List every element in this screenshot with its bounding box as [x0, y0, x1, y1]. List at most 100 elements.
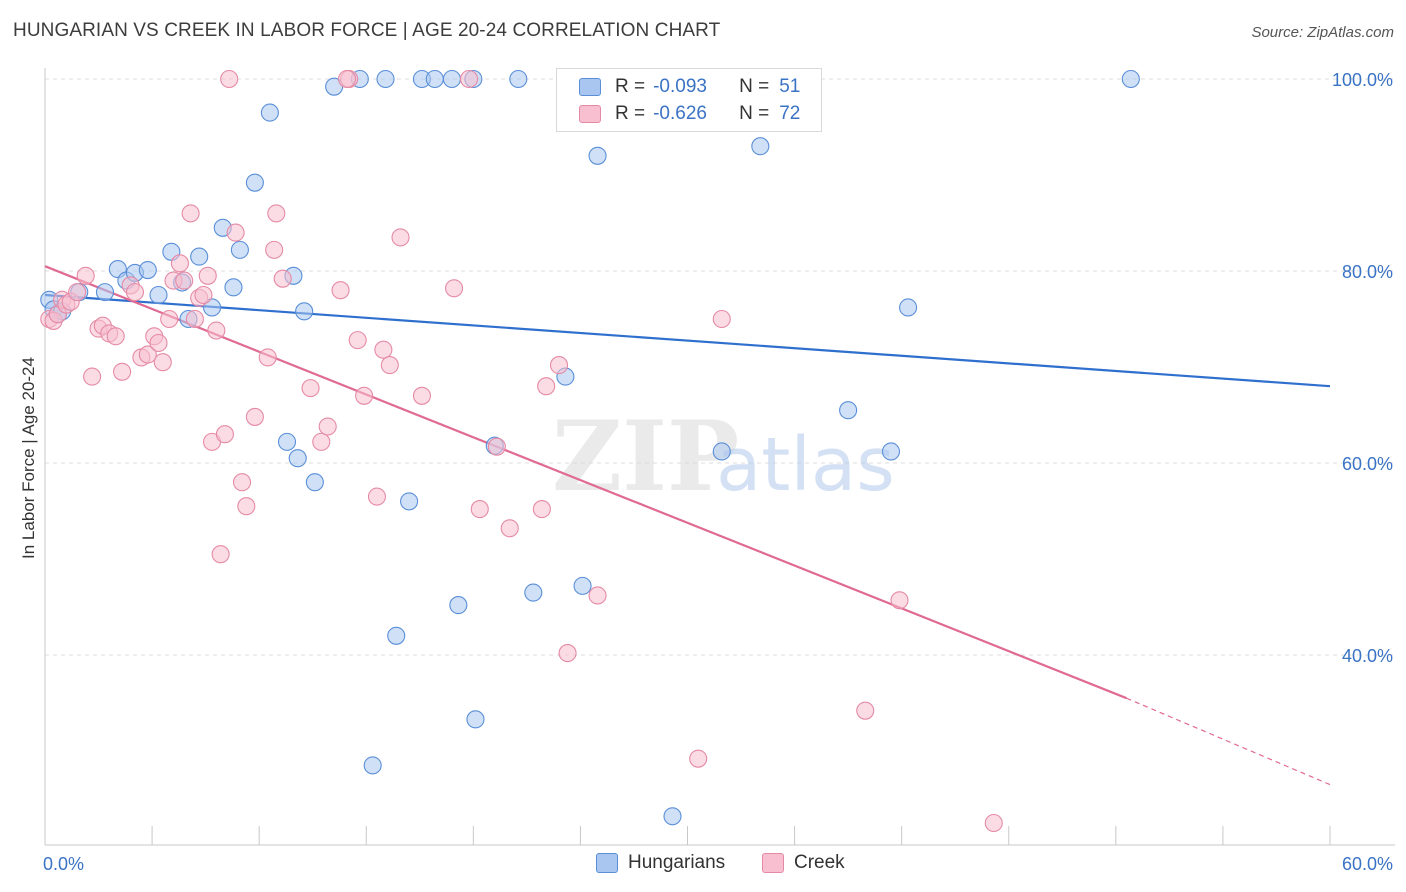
legend-n-value: 72: [779, 103, 801, 124]
creek-point: [106, 327, 125, 346]
creek-point: [211, 545, 230, 564]
legend-r-label: R =: [615, 103, 646, 124]
legend-n-label: N =: [739, 103, 770, 124]
creek-trend-line: [44, 265, 1127, 700]
hungarians-point: [376, 69, 395, 89]
creek-point: [532, 500, 551, 519]
creek-point: [558, 644, 577, 663]
watermark-zip: ZIP: [552, 400, 739, 513]
axes: [44, 68, 1395, 846]
creek-point: [537, 377, 556, 396]
creek-point: [181, 204, 200, 223]
creek-point: [380, 356, 399, 375]
hungarians-point: [387, 626, 406, 645]
creek-point: [273, 269, 292, 288]
hungarians-point: [288, 449, 307, 468]
creek-point: [689, 749, 708, 768]
creek-point: [445, 279, 464, 298]
creek-point: [113, 362, 132, 381]
creek-point: [215, 425, 234, 444]
legend-row-hungarians: R = -0.093 N = 51: [579, 74, 800, 100]
hungarians-point: [277, 432, 297, 451]
creek-point: [149, 333, 168, 353]
creek-point: [348, 331, 367, 350]
creek-point: [153, 353, 172, 372]
legend-label-hungarians: Hungarians: [628, 852, 726, 873]
creek-point: [712, 309, 731, 329]
watermark-atlas: atlas: [716, 422, 895, 508]
creek-point: [374, 340, 393, 359]
hungarians-point: [295, 302, 314, 321]
y-tick-label: 60.0%: [1342, 454, 1393, 474]
creek-point: [331, 281, 350, 300]
legend-swatch-creek: [762, 853, 784, 873]
y-tick-label: 100.0%: [1332, 70, 1393, 90]
hungarians-point: [663, 807, 682, 826]
creek-point: [175, 271, 194, 290]
hungarians-point: [245, 173, 264, 192]
creek-point: [232, 473, 252, 492]
creek-point: [412, 386, 431, 405]
creek-point: [207, 321, 226, 340]
creek-point: [337, 69, 357, 89]
creek-point: [500, 519, 519, 538]
creek-point: [265, 240, 284, 259]
hungarians-point: [305, 473, 324, 492]
tick-labels: 40.0% 60.0% 80.0% 100.0% 0.0% 60.0%: [43, 70, 1393, 874]
creek-point: [301, 379, 320, 398]
hungarians-point: [203, 298, 222, 317]
creek-point: [76, 266, 95, 285]
hungarians-point: [95, 283, 115, 302]
creek-point: [367, 487, 387, 506]
x-tick-label: 60.0%: [1342, 854, 1393, 874]
creek-point: [984, 813, 1003, 833]
creek-point: [160, 309, 179, 329]
x-tick-label: 0.0%: [43, 854, 84, 874]
legend-row-creek: R = -0.626 N = 72: [579, 101, 800, 127]
creek-trend-extension: [1126, 697, 1331, 786]
creek-point: [549, 356, 569, 375]
hungarians-point: [573, 576, 592, 595]
creek-point: [198, 266, 217, 285]
hungarians-point: [751, 137, 770, 156]
hungarians-point: [712, 442, 731, 461]
gridlines: [45, 78, 1395, 656]
hungarians-trend-line: [44, 293, 1331, 388]
creek-point: [226, 223, 245, 242]
creek-point: [258, 348, 277, 367]
legend-swatch-hungarians: [579, 78, 601, 96]
creek-point: [194, 285, 213, 305]
legend-swatch-creek: [579, 105, 601, 123]
creek-point: [588, 586, 607, 605]
chart-title: HUNGARIAN VS CREEK IN LABOR FORCE | AGE …: [13, 20, 721, 41]
legend-item-creek[interactable]: Creek: [762, 852, 845, 874]
creek-point: [312, 432, 331, 451]
creek-point: [83, 367, 102, 386]
creek-point: [220, 69, 239, 89]
creek-point: [391, 228, 410, 247]
legend-item-hungarians[interactable]: Hungarians: [596, 852, 725, 874]
creek-point: [245, 407, 264, 426]
hungarians-point: [224, 278, 243, 297]
data-points: [40, 69, 1140, 833]
trend-lines: [44, 265, 1331, 786]
legend-n-value: 51: [779, 76, 801, 97]
legend-swatch-hungarians: [596, 853, 618, 873]
legend-r-value: -0.626: [653, 103, 707, 124]
hungarians-point: [449, 596, 468, 615]
legend-r-label: R =: [615, 76, 646, 97]
hungarians-point: [400, 492, 419, 511]
creek-point: [856, 701, 875, 720]
hungarians-point: [190, 247, 209, 266]
creek-point: [355, 386, 374, 405]
creek-point: [237, 497, 256, 516]
hungarians-point: [138, 260, 157, 280]
hungarians-point: [230, 240, 249, 259]
hungarians-point: [442, 69, 461, 89]
creek-point: [470, 500, 489, 519]
creek-point: [170, 254, 189, 273]
legend-label-creek: Creek: [794, 852, 845, 873]
creek-point: [68, 283, 87, 302]
hungarians-point: [524, 583, 543, 602]
